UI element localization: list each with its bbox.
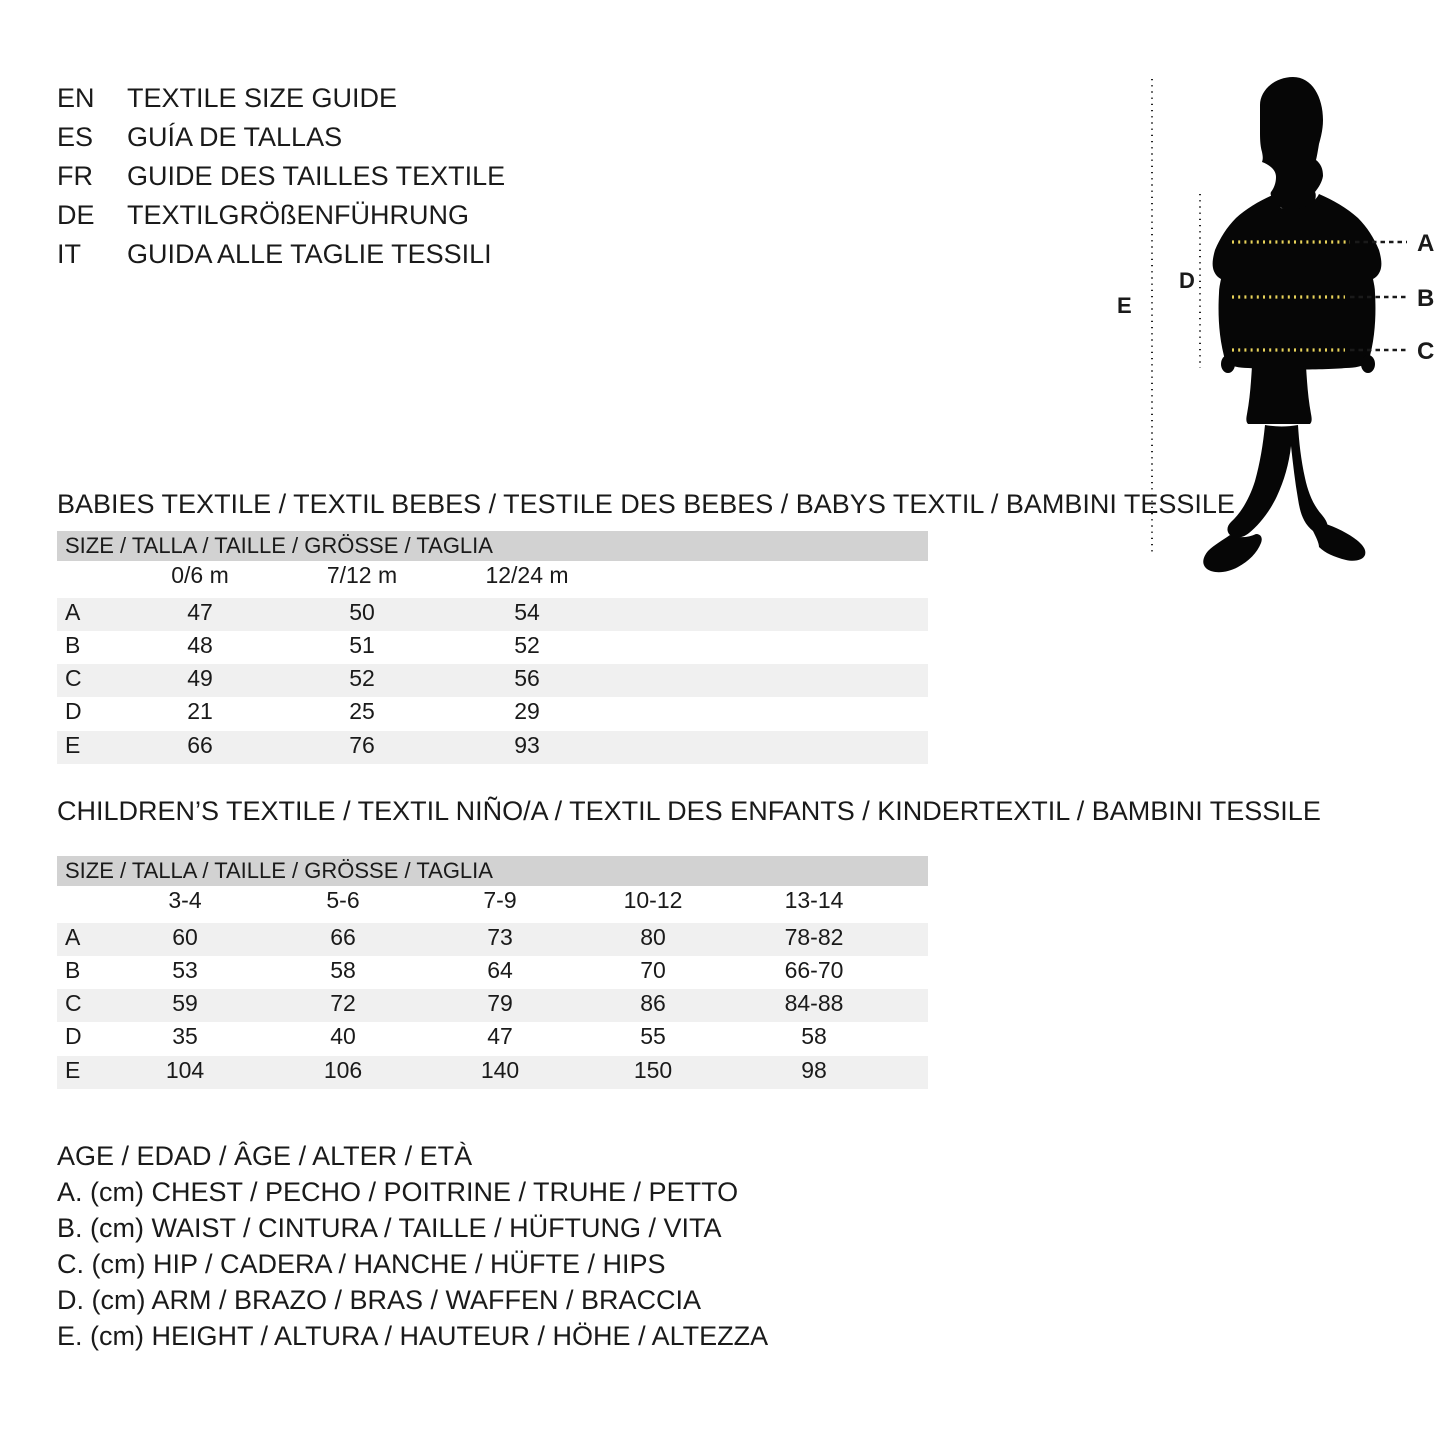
svg-text:E: E [1117, 293, 1132, 318]
svg-text:D: D [1179, 268, 1195, 293]
svg-text:A: A [1417, 230, 1434, 257]
svg-text:C: C [1417, 338, 1434, 365]
svg-text:B: B [1417, 285, 1434, 312]
